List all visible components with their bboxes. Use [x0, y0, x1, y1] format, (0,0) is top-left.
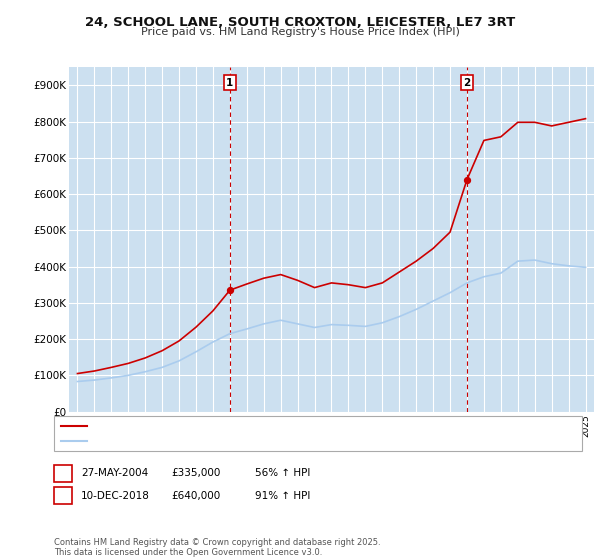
Text: 24, SCHOOL LANE, SOUTH CROXTON, LEICESTER, LE7 3RT: 24, SCHOOL LANE, SOUTH CROXTON, LEICESTE… — [85, 16, 515, 29]
Point — [462, 175, 472, 184]
Text: £335,000: £335,000 — [171, 468, 220, 478]
Text: 27-MAY-2004: 27-MAY-2004 — [81, 468, 148, 478]
Text: 56% ↑ HPI: 56% ↑ HPI — [255, 468, 310, 478]
Point — [225, 286, 235, 295]
Text: £640,000: £640,000 — [171, 491, 220, 501]
Text: 2: 2 — [463, 77, 470, 87]
Text: Price paid vs. HM Land Registry's House Price Index (HPI): Price paid vs. HM Land Registry's House … — [140, 27, 460, 37]
Text: 10-DEC-2018: 10-DEC-2018 — [81, 491, 150, 501]
Text: 1: 1 — [59, 468, 67, 478]
Text: HPI: Average price, detached house, Charnwood: HPI: Average price, detached house, Char… — [91, 436, 327, 446]
Text: 24, SCHOOL LANE, SOUTH CROXTON, LEICESTER, LE7 3RT (detached house): 24, SCHOOL LANE, SOUTH CROXTON, LEICESTE… — [91, 421, 464, 431]
Text: Contains HM Land Registry data © Crown copyright and database right 2025.
This d: Contains HM Land Registry data © Crown c… — [54, 538, 380, 557]
Text: 2: 2 — [59, 491, 67, 501]
Text: 91% ↑ HPI: 91% ↑ HPI — [255, 491, 310, 501]
Text: 1: 1 — [226, 77, 233, 87]
